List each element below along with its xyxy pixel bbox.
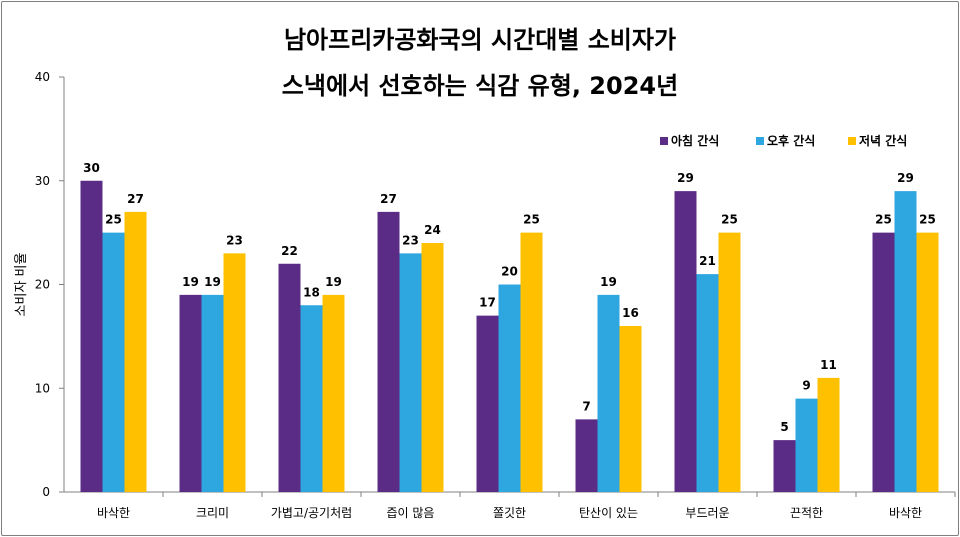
bar-value-label: 17 <box>479 296 496 310</box>
bar <box>102 232 125 492</box>
bar-value-label: 19 <box>182 275 199 289</box>
bar <box>179 294 202 492</box>
bar <box>399 253 422 492</box>
bar <box>619 326 642 492</box>
y-tick-label: 20 <box>35 278 50 292</box>
x-tick-label: 탄산이 있는 <box>579 506 638 520</box>
bar-value-label: 24 <box>424 223 441 237</box>
y-tick-label: 10 <box>35 381 50 395</box>
bar-value-label: 20 <box>501 265 518 279</box>
y-tick-label: 40 <box>35 70 50 84</box>
bar <box>300 305 323 492</box>
y-tick-label: 30 <box>35 174 50 188</box>
bar <box>421 243 444 492</box>
bar <box>916 232 939 492</box>
bar-value-label: 25 <box>523 213 540 227</box>
x-tick-label: 바삭한 <box>97 506 130 520</box>
bar-value-label: 29 <box>677 171 694 185</box>
bar <box>817 377 840 492</box>
bar <box>201 294 224 492</box>
y-tick-label: 0 <box>42 485 50 499</box>
x-tick-label: 부드러운 <box>685 506 729 520</box>
bar-value-label: 27 <box>380 192 397 206</box>
bar <box>872 232 895 492</box>
bar-value-label: 9 <box>802 379 810 393</box>
bar-value-label: 5 <box>780 420 788 434</box>
bar-value-label: 29 <box>897 171 914 185</box>
bar <box>718 232 741 492</box>
x-tick-label: 즙이 많음 <box>387 506 435 520</box>
bar-value-label: 22 <box>281 244 298 258</box>
bar-value-label: 25 <box>105 213 122 227</box>
bar <box>498 284 521 492</box>
bar <box>674 191 697 492</box>
bar-value-label: 23 <box>226 233 243 247</box>
bar-value-label: 19 <box>600 275 617 289</box>
bar <box>597 294 620 492</box>
bar-value-label: 25 <box>875 213 892 227</box>
legend-label: 저녁 간식 <box>859 133 907 148</box>
bar-value-label: 11 <box>820 358 837 372</box>
bar <box>377 211 400 492</box>
bar-value-label: 30 <box>83 161 100 175</box>
x-tick-label: 쫄깃한 <box>493 506 526 520</box>
bar <box>80 180 103 492</box>
x-tick-label: 끈적한 <box>790 506 823 520</box>
bar <box>124 211 147 492</box>
bar-value-label: 25 <box>721 213 738 227</box>
x-tick-label: 가볍고/공기처럼 <box>271 506 352 520</box>
bar-value-label: 18 <box>303 285 320 299</box>
bar <box>278 263 301 492</box>
bar <box>322 294 345 492</box>
bar-value-label: 7 <box>582 399 590 413</box>
chart-title-line-1: 남아프리카공화국의 시간대별 소비자가 <box>283 26 677 54</box>
bar <box>223 253 246 492</box>
legend-label: 오후 간식 <box>767 133 815 148</box>
y-axis-title: 소비자 비율 <box>14 252 29 316</box>
bar-value-label: 21 <box>699 254 716 268</box>
bar <box>894 191 917 492</box>
x-tick-label: 바삭한 <box>889 506 922 520</box>
bar <box>773 440 796 492</box>
legend-swatch <box>848 137 856 145</box>
bar <box>476 315 499 492</box>
bar <box>795 398 818 492</box>
bar-value-label: 19 <box>204 275 221 289</box>
chart-title-line-2: 스낵에서 선호하는 식감 유형, 2024년 <box>281 72 679 100</box>
bar-value-label: 27 <box>127 192 144 206</box>
bar-value-label: 19 <box>325 275 342 289</box>
bar <box>520 232 543 492</box>
legend-swatch <box>756 137 764 145</box>
legend-label: 아침 간식 <box>671 133 719 148</box>
bar <box>575 419 598 492</box>
bar-value-label: 25 <box>919 213 936 227</box>
legend-swatch <box>660 137 668 145</box>
bar-value-label: 16 <box>622 306 639 320</box>
x-tick-label: 크리미 <box>196 506 229 520</box>
bar <box>696 274 719 492</box>
bar-value-label: 23 <box>402 233 419 247</box>
